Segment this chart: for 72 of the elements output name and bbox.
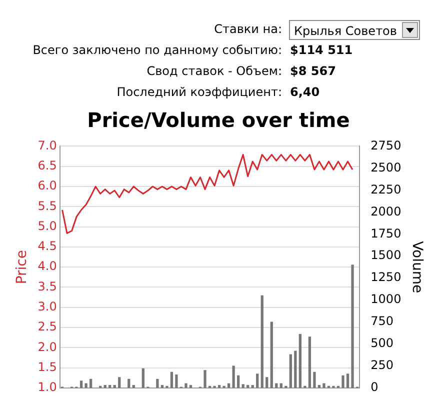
y-tick-label: 3.5 (38, 279, 57, 294)
y2-tick-label: 2750 (370, 138, 402, 152)
y-tick-label: 1.5 (38, 360, 57, 374)
bar (294, 350, 297, 388)
text: Всего заключено по данному событию: $114 511 (32, 43, 353, 57)
bar (89, 378, 92, 388)
y2-tick-label: 2250 (370, 182, 402, 196)
y-tick-label: 3.0 (38, 300, 57, 314)
bar (128, 378, 130, 388)
y-tick-label: 4.0 (38, 259, 57, 274)
bar (322, 383, 326, 388)
bar (280, 383, 282, 388)
y-tick-label: 1.0 (38, 380, 57, 394)
bar (236, 375, 240, 388)
bar (113, 385, 116, 388)
y2-tick-label: 2000 (370, 204, 402, 218)
y2-tick-label: 750 (370, 314, 394, 328)
text: Последний коэффициент: 6,40 (116, 85, 320, 99)
y-tick-label: 2.0 (38, 340, 57, 354)
y-tick-label: 2.5 (38, 320, 57, 334)
bar (308, 336, 312, 388)
y-tick-label: 6.0 (38, 178, 57, 193)
bar (246, 385, 250, 388)
bar (104, 385, 106, 388)
bar (256, 374, 259, 388)
y2-tick-label: 2500 (370, 160, 402, 174)
y2-tick-label: 1000 (370, 292, 402, 306)
bar (118, 377, 121, 388)
bar (346, 374, 350, 388)
bar (218, 385, 221, 388)
bar (260, 295, 264, 388)
y2-tick-label: 1750 (370, 226, 402, 240)
y-tick-label: 5.0 (38, 218, 57, 233)
y2-tick-label: 500 (370, 336, 394, 350)
y-tick-label: 5.5 (38, 198, 57, 213)
bar (232, 366, 235, 388)
bar (313, 372, 316, 388)
y-tick-label: 4.5 (38, 239, 57, 254)
bar (351, 264, 354, 388)
y2-tick-label: 0 (370, 380, 378, 394)
bar (175, 374, 178, 388)
bar (289, 354, 292, 388)
bar (108, 385, 112, 388)
bar (84, 383, 88, 388)
bar (132, 385, 135, 388)
bar (270, 322, 273, 388)
bar (342, 375, 344, 388)
bar (298, 334, 302, 388)
text: Ставки на: Крылья Советов (214, 21, 398, 40)
y-tick-label: 6.5 (38, 158, 57, 172)
bar (318, 385, 321, 388)
y2-tick-label: 250 (370, 358, 394, 372)
bar (242, 384, 244, 388)
bar (142, 368, 144, 388)
y-axis-title: Price (14, 250, 30, 284)
bar (160, 385, 164, 388)
bar (204, 370, 206, 388)
bar (156, 378, 159, 388)
text: Свод ставок - Объем: $8 567 (146, 64, 336, 78)
bar (189, 385, 192, 388)
y2-tick-label: 1500 (370, 248, 402, 262)
y2-tick-label: 1250 (370, 270, 402, 284)
bar (80, 380, 83, 388)
bar (275, 383, 278, 388)
bar (184, 383, 188, 388)
y-tick-label: 7.0 (38, 138, 57, 152)
bar (170, 372, 174, 388)
chart-title: Price/Volume over time (86, 108, 351, 132)
bar (266, 377, 268, 388)
bar (251, 385, 254, 388)
bar (227, 383, 230, 388)
y2-axis-title: Volume (408, 241, 425, 294)
